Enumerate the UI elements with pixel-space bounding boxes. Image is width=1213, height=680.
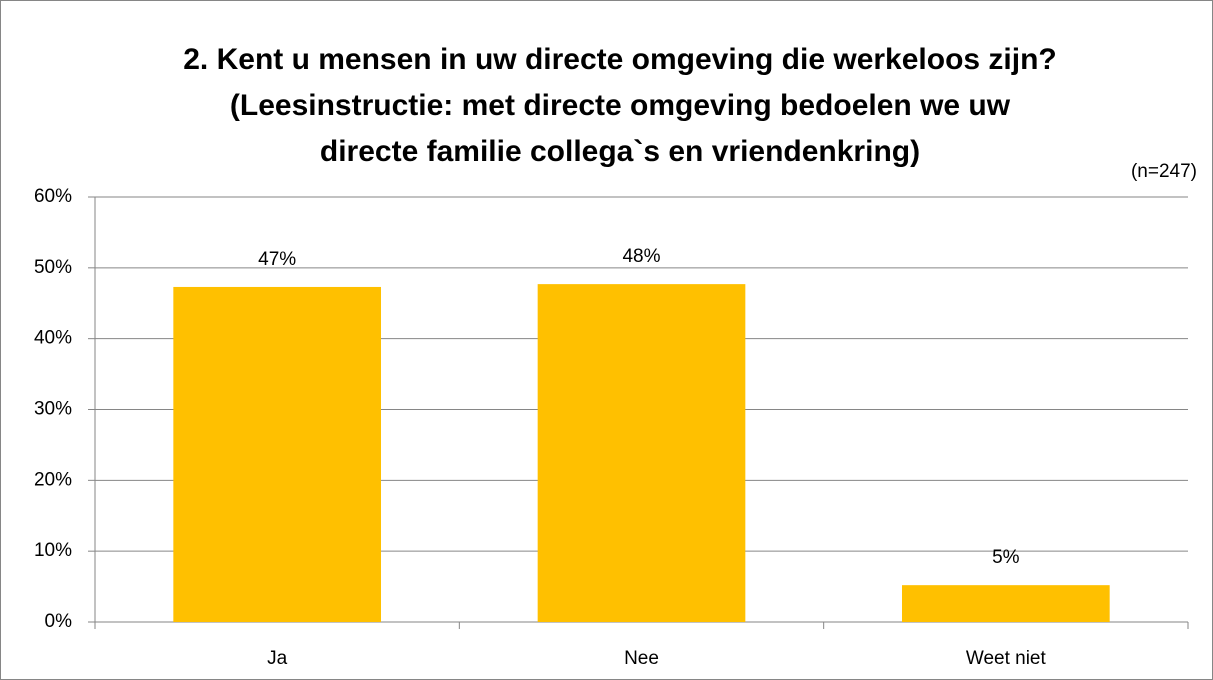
y-tick-label: 60%	[34, 186, 72, 207]
y-tick-label: 40%	[34, 328, 72, 349]
bar	[901, 585, 1110, 622]
x-tick-label: Ja	[267, 648, 288, 669]
chart-title: (Leesinstructie: met directe omgeving be…	[230, 89, 1011, 122]
data-label: 48%	[622, 246, 660, 267]
y-tick-label: 0%	[45, 611, 73, 632]
bar	[173, 286, 382, 622]
y-tick-label: 10%	[34, 540, 72, 561]
chart-title: directe familie collega`s en vriendenkri…	[320, 135, 920, 168]
annotation: (n=247)	[1131, 161, 1197, 182]
y-tick-label: 20%	[34, 469, 72, 490]
bar	[537, 284, 746, 622]
y-tick-label: 30%	[34, 399, 72, 420]
x-tick-label: Nee	[624, 648, 659, 669]
chart-title: 2. Kent u mensen in uw directe omgeving …	[183, 43, 1057, 76]
data-label: 5%	[992, 547, 1020, 568]
data-label: 47%	[258, 249, 296, 270]
y-tick-label: 50%	[34, 257, 72, 278]
x-tick-label: Weet niet	[966, 648, 1047, 669]
